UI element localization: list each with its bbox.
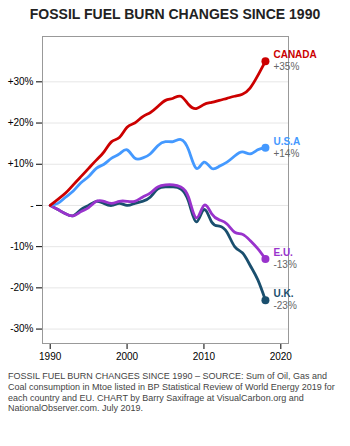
svg-text:2010: 2010 [193, 351, 216, 362]
svg-text:-10%: -10% [10, 241, 33, 252]
html-text:FOSSIL FUEL BURN CHANGES SINCE: FOSSIL FUEL BURN CHANGES SINCE 1990 [29, 6, 321, 22]
html-text:FOSSIL FUEL BURN CHANGES SINCE: FOSSIL FUEL BURN CHANGES SINCE 1990 – SO… [8, 371, 335, 414]
svg-text:2020: 2020 [270, 351, 293, 362]
svg-text:2000: 2000 [116, 351, 139, 362]
svg-text:+14%: +14% [273, 148, 299, 159]
svg-text:-: - [30, 200, 33, 211]
svg-text:-23%: -23% [273, 300, 296, 311]
svg-text:1990: 1990 [39, 351, 62, 362]
svg-text:U.S.A: U.S.A [273, 136, 300, 147]
svg-text:+35%: +35% [273, 61, 299, 72]
svg-text:E.U.: E.U. [273, 247, 293, 258]
svg-text:+10%: +10% [8, 158, 34, 169]
svg-text:+30%: +30% [8, 76, 34, 87]
svg-text:-20%: -20% [10, 282, 33, 293]
svg-text:+20%: +20% [8, 117, 34, 128]
svg-text:U.K.: U.K. [273, 288, 293, 299]
svg-text:-30%: -30% [10, 323, 33, 334]
svg-text:-13%: -13% [273, 259, 296, 270]
svg-text:CANADA: CANADA [273, 49, 316, 60]
